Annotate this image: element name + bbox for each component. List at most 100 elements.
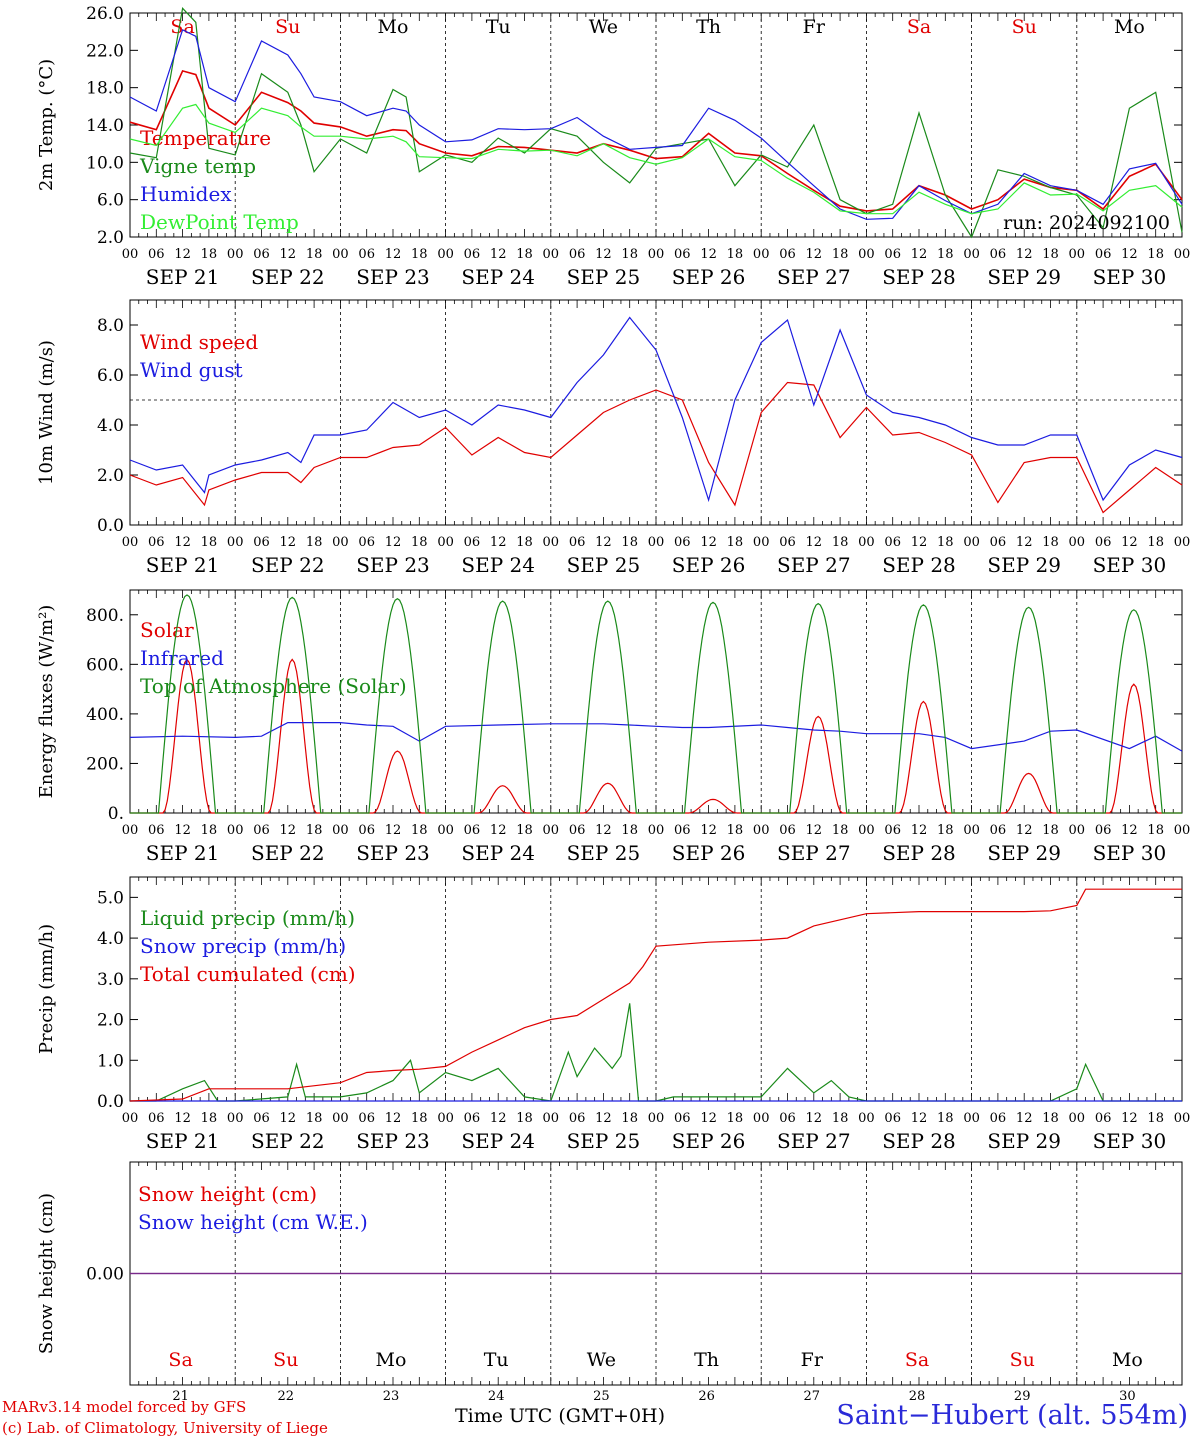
hour-tick-label: 18 bbox=[937, 1111, 954, 1126]
y-tick-label: 0. bbox=[108, 804, 124, 824]
panel-frame-1 bbox=[129, 12, 1183, 238]
hour-tick-label: 00 bbox=[648, 247, 665, 262]
hour-tick-label: 12 bbox=[280, 823, 297, 838]
hour-tick-label: 00 bbox=[437, 535, 454, 550]
hour-tick-label: 06 bbox=[674, 823, 691, 838]
weekday-label: Sa bbox=[905, 1349, 929, 1371]
date-label: SEP 28 bbox=[882, 1129, 956, 1153]
hour-tick-label: 18 bbox=[727, 535, 744, 550]
weekday-label: We bbox=[587, 1349, 616, 1371]
y-tick-label: 5.0 bbox=[97, 888, 124, 908]
weekday-label: Th bbox=[694, 1349, 719, 1371]
date-label: SEP 25 bbox=[567, 553, 641, 577]
hour-tick-label: 06 bbox=[779, 1111, 796, 1126]
weekday-label: Mo bbox=[1112, 1349, 1143, 1371]
series-line-blue bbox=[129, 316, 1183, 503]
series-line-lightgreen bbox=[129, 103, 1183, 215]
hour-tick-label: 00 bbox=[1174, 1111, 1191, 1126]
hour-tick-label: 06 bbox=[148, 247, 165, 262]
date-label: SEP 26 bbox=[672, 265, 746, 289]
hour-tick-label: 06 bbox=[779, 535, 796, 550]
y-tick-label: 4.0 bbox=[97, 929, 124, 949]
hour-tick-label: 12 bbox=[1016, 1111, 1033, 1126]
hour-tick-label: 06 bbox=[569, 823, 586, 838]
hour-tick-label: 18 bbox=[411, 247, 428, 262]
hour-tick-label: 18 bbox=[832, 1111, 849, 1126]
date-label: SEP 30 bbox=[1093, 1129, 1167, 1153]
date-label: SEP 25 bbox=[567, 1129, 641, 1153]
hour-tick-label: 06 bbox=[569, 1111, 586, 1126]
hour-tick-label: 00 bbox=[648, 535, 665, 550]
y-tick-label: 2.0 bbox=[97, 1011, 124, 1031]
run-annotation: run: 2024092100 bbox=[1003, 212, 1170, 234]
hour-tick-label: 12 bbox=[700, 823, 717, 838]
series-line-red bbox=[129, 381, 1183, 514]
weekday-label: Su bbox=[1010, 1349, 1035, 1371]
hour-tick-label: 00 bbox=[858, 823, 875, 838]
y-tick-label: 3.0 bbox=[97, 970, 124, 990]
day-number-label: 25 bbox=[593, 1389, 610, 1404]
hour-tick-label: 06 bbox=[1095, 247, 1112, 262]
hour-tick-label: 00 bbox=[753, 535, 770, 550]
date-label: SEP 24 bbox=[461, 553, 535, 577]
y-tick-label: 10.0 bbox=[86, 153, 124, 173]
x-axis-title: Time UTC (GMT+0H) bbox=[455, 1405, 666, 1427]
day-number-label: 23 bbox=[383, 1389, 400, 1404]
hour-tick-label: 00 bbox=[963, 535, 980, 550]
y-tick-label: 2.0 bbox=[97, 466, 124, 486]
hour-tick-label: 12 bbox=[385, 247, 402, 262]
hour-tick-label: 06 bbox=[253, 823, 270, 838]
y-tick-label: 1.0 bbox=[97, 1051, 124, 1071]
date-label: SEP 28 bbox=[882, 553, 956, 577]
date-label: SEP 30 bbox=[1093, 841, 1167, 865]
date-label: SEP 21 bbox=[146, 265, 220, 289]
hour-tick-label: 12 bbox=[1016, 535, 1033, 550]
weekday-label: Th bbox=[696, 16, 721, 38]
hour-tick-label: 00 bbox=[437, 1111, 454, 1126]
hour-tick-label: 06 bbox=[148, 823, 165, 838]
hour-tick-label: 00 bbox=[122, 1111, 139, 1126]
hour-tick-label: 12 bbox=[1016, 823, 1033, 838]
hour-tick-label: 06 bbox=[464, 535, 481, 550]
hour-tick-label: 18 bbox=[201, 823, 218, 838]
legend-entry: Humidex bbox=[140, 182, 232, 206]
hour-tick-label: 12 bbox=[1121, 247, 1138, 262]
weekday-label: Tu bbox=[484, 1349, 509, 1371]
hour-tick-label: 00 bbox=[858, 1111, 875, 1126]
date-label: SEP 29 bbox=[987, 841, 1061, 865]
y-tick-label: 200. bbox=[86, 754, 124, 774]
hour-tick-label: 18 bbox=[1147, 535, 1164, 550]
series-line-red bbox=[129, 888, 1182, 1102]
model-credit: MARv3.14 model forced by GFS bbox=[2, 1398, 247, 1416]
date-label: SEP 26 bbox=[672, 553, 746, 577]
date-label: SEP 23 bbox=[356, 553, 430, 577]
hour-tick-label: 18 bbox=[621, 1111, 638, 1126]
date-label: SEP 28 bbox=[882, 265, 956, 289]
date-label: SEP 27 bbox=[777, 553, 851, 577]
hour-tick-label: 12 bbox=[385, 535, 402, 550]
date-label: SEP 23 bbox=[356, 841, 430, 865]
series-line-blue bbox=[129, 28, 1183, 220]
hour-tick-label: 18 bbox=[621, 535, 638, 550]
day-number-label: 30 bbox=[1119, 1389, 1136, 1404]
legend-entry: Infrared bbox=[140, 646, 224, 670]
weekday-label: We bbox=[589, 16, 618, 38]
day-number-label: 22 bbox=[278, 1389, 295, 1404]
date-label: SEP 24 bbox=[461, 265, 535, 289]
hour-tick-label: 12 bbox=[595, 535, 612, 550]
hour-tick-label: 12 bbox=[174, 823, 191, 838]
day-number-label: 27 bbox=[804, 1389, 821, 1404]
hour-tick-label: 00 bbox=[753, 823, 770, 838]
hour-tick-label: 06 bbox=[464, 247, 481, 262]
legend-entry: Snow height (cm W.E.) bbox=[138, 1210, 368, 1234]
hour-tick-label: 00 bbox=[332, 247, 349, 262]
hour-tick-label: 00 bbox=[543, 1111, 560, 1126]
hour-tick-label: 00 bbox=[858, 247, 875, 262]
day-number-label: 24 bbox=[488, 1389, 505, 1404]
day-number-label: 26 bbox=[698, 1389, 715, 1404]
y-axis-title: Snow height (cm) bbox=[36, 1193, 57, 1354]
y-tick-label: 6.0 bbox=[97, 366, 124, 386]
hour-tick-label: 12 bbox=[1121, 823, 1138, 838]
hour-tick-label: 00 bbox=[1069, 535, 1086, 550]
